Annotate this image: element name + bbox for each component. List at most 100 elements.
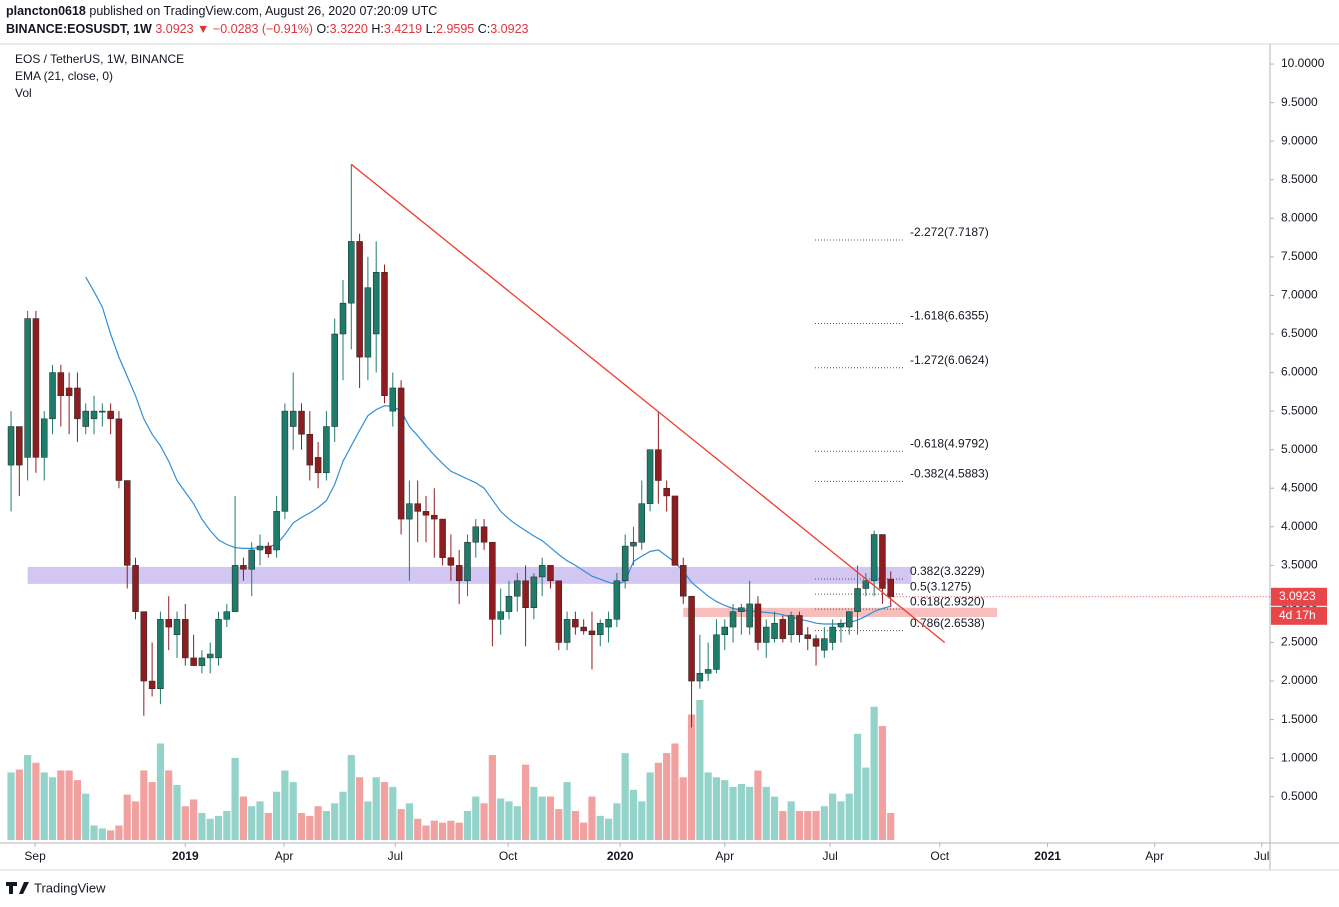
volume-bar (314, 806, 322, 840)
candle-body (431, 514, 438, 520)
candle-body (381, 272, 388, 396)
candle-body (597, 622, 604, 636)
candle-body (389, 387, 397, 412)
volume-bar (530, 786, 538, 840)
candle-body (845, 611, 853, 628)
volume-bar (580, 822, 588, 840)
fib-label: 0.5(3.1275) (910, 579, 971, 593)
logo-icon (6, 882, 29, 894)
volume-bar (687, 714, 696, 840)
candle-body (804, 634, 811, 639)
candle-body (480, 526, 488, 543)
volume-bar (131, 801, 140, 840)
candle-body (298, 410, 305, 435)
volume-bar (480, 803, 488, 840)
volume-bar (853, 733, 862, 840)
volume-bar (40, 772, 48, 840)
candle-body (32, 318, 40, 458)
x-tick-label: Jul (1254, 849, 1269, 863)
candle-body (273, 511, 280, 551)
candle-body (464, 541, 471, 582)
volume-bar (663, 753, 671, 840)
x-tick-label: Apr (715, 849, 734, 863)
candle-body (680, 565, 687, 597)
y-tick-label: 9.5000 (1281, 95, 1318, 109)
volume-bar (90, 825, 98, 840)
candle-body (422, 511, 430, 516)
legend-vol: Vol (15, 86, 32, 100)
y-tick-label: 0.5000 (1281, 789, 1318, 803)
volume-bar (32, 762, 40, 840)
volume-bar (380, 782, 389, 840)
candle-body (530, 576, 538, 609)
candle-body (339, 302, 347, 335)
volume-bar (596, 815, 604, 840)
volume-bar (389, 786, 397, 840)
candle-body (746, 603, 753, 628)
candle-body (522, 580, 529, 609)
volume-bar (256, 801, 264, 840)
volume-bar (7, 772, 15, 840)
volume-bar (57, 770, 65, 840)
volume-bar (829, 793, 837, 840)
volume-bar (73, 780, 82, 840)
user[interactable]: plancton0618 (6, 4, 86, 18)
candle-body (74, 387, 81, 420)
logo[interactable]: TradingView (6, 880, 106, 895)
candle-body (514, 580, 521, 597)
candle-body (281, 410, 289, 512)
volume-bar (787, 801, 795, 840)
candle-body (132, 565, 139, 612)
volume-bar (331, 803, 339, 840)
volume-bar (721, 780, 729, 840)
volume-bar (198, 812, 206, 840)
fib-label: -2.272(7.7187) (910, 225, 989, 239)
candle-body (655, 449, 662, 481)
o-label: O: (316, 22, 329, 36)
candle-body (165, 619, 172, 628)
candle-body (821, 638, 828, 651)
quote-line: BINANCE:EOSUSDT, 1W 3.0923 ▼ −0.0283 (−0… (6, 22, 529, 36)
candle-body (331, 333, 338, 427)
brand[interactable]: TradingView (34, 880, 106, 895)
volume-bar (729, 786, 737, 840)
candle-body (215, 619, 222, 659)
candle-body (455, 565, 463, 582)
volume-bar (273, 791, 281, 840)
candle-body (7, 426, 15, 466)
volume-bar (878, 726, 887, 840)
candle-body (57, 372, 65, 396)
candle-body (140, 611, 148, 682)
plot: -2.272(7.7187) -1.618(6.6355) -1.272(6.062… (7, 163, 1270, 840)
candle-body (663, 487, 670, 497)
volume-bar (339, 791, 347, 840)
volume-bar (604, 818, 613, 840)
candle-body (779, 619, 787, 639)
volume-bar (812, 811, 820, 840)
candle-body (489, 541, 496, 620)
candle-body (497, 611, 504, 620)
candle-body (671, 495, 679, 566)
volume-bar (107, 830, 115, 840)
candle-body (323, 426, 330, 474)
candle-body (107, 410, 114, 420)
symbol: BINANCE:EOSUSDT, 1W (6, 22, 152, 36)
x-tick-label: 2021 (1034, 849, 1061, 863)
candle-body (397, 387, 405, 520)
trend-line (350, 163, 946, 643)
candle-body (796, 615, 803, 636)
volume-bar (513, 806, 521, 840)
fib-label: 0.382(3.3229) (910, 564, 985, 578)
volume-bar (447, 820, 455, 840)
y-tick-label: 7.0000 (1281, 288, 1318, 302)
candle-body (314, 457, 322, 474)
candle-body (762, 626, 770, 643)
candle-body (16, 426, 23, 466)
volume-bar (521, 764, 530, 840)
y-tick-label: 4.5000 (1281, 480, 1318, 494)
volume-bar (414, 818, 422, 840)
candle-body (704, 669, 712, 674)
volume-bar (538, 796, 546, 840)
volume-bar (239, 796, 248, 840)
